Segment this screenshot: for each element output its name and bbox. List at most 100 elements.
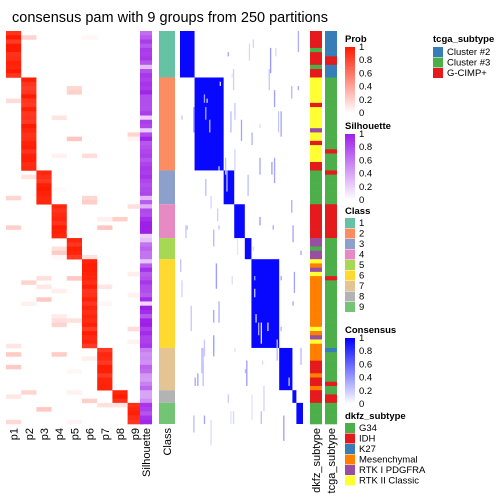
prob-cell (66, 246, 82, 252)
consensus-cell (202, 347, 204, 374)
silhouette-cell (140, 123, 152, 129)
silhouette-cell (140, 90, 152, 95)
tcga-cell (325, 132, 337, 137)
prob-cell (21, 128, 37, 133)
prob-cell (21, 107, 37, 112)
consensus-cell (202, 364, 204, 386)
silhouette-cell (140, 331, 152, 336)
prob-cell (127, 271, 143, 277)
silhouette-cell (140, 271, 152, 277)
silhouette-cell (140, 94, 152, 99)
class-band (159, 77, 175, 171)
tcga-cell (325, 111, 337, 116)
dkfz-cell (310, 250, 322, 256)
tcga-cell (325, 77, 337, 83)
tcga-cell (325, 284, 337, 290)
tcga-cell (325, 52, 337, 57)
dkfz-cell (310, 107, 322, 112)
prob-cell (66, 242, 82, 247)
consensus-cell (181, 115, 183, 120)
prob-cell (21, 81, 37, 87)
legend-class-swatch (345, 239, 355, 249)
dkfz-cell (310, 309, 322, 315)
tcga-cell (325, 322, 337, 328)
legend-consensus-title: Consensus (345, 325, 396, 336)
tcga-cell (325, 360, 337, 366)
prob-cell (36, 276, 52, 281)
silhouette-cell (140, 398, 152, 404)
silhouette-cell (140, 132, 152, 137)
dkfz-cell (310, 90, 322, 95)
prob-cell (21, 280, 37, 285)
silhouette-cell (140, 225, 152, 230)
tcga-cell (325, 309, 337, 315)
silhouette-cell (140, 149, 152, 154)
prob-cell (51, 221, 67, 226)
prob-cell (6, 56, 22, 61)
prob-cell (51, 322, 67, 328)
dkfz-cell (310, 276, 322, 281)
silhouette-cell (140, 174, 152, 180)
consensus-cell (269, 47, 272, 74)
consensus-cell (213, 335, 215, 357)
legend-silhouette-bar-tick: 0.6 (359, 155, 372, 166)
tcga-cell (325, 318, 337, 323)
silhouette-cell (140, 254, 152, 260)
tcga-cell (325, 267, 337, 273)
prob-cell (97, 364, 113, 370)
tcga-cell (325, 276, 337, 281)
prob-cell (21, 35, 37, 40)
silhouette-cell (140, 183, 152, 188)
legend-dkfz-label: G34 (359, 423, 377, 434)
prob-cell (21, 132, 37, 137)
prob-cell (82, 35, 98, 40)
prob-cell (21, 166, 37, 171)
prob-cell (127, 132, 143, 137)
dkfz-cell (310, 322, 322, 328)
tcga-cell (325, 297, 337, 302)
prob-cell (127, 204, 143, 209)
dkfz-cell (310, 60, 322, 66)
consensus-cell (213, 309, 215, 323)
silhouette-cell (140, 47, 152, 53)
consensus-cell (258, 322, 260, 336)
legend-class-swatch (345, 249, 355, 260)
prob-cell (82, 284, 98, 290)
tcga-cell (325, 373, 337, 378)
dkfz-cell (310, 238, 322, 243)
dkfz-cell (310, 123, 322, 129)
legend-class-label: 5 (359, 260, 364, 271)
consensus-cell (224, 157, 227, 175)
prob-cell (51, 318, 67, 323)
prob-cell (82, 335, 98, 340)
dkfz-cell (310, 39, 322, 44)
prob-cell (82, 293, 98, 298)
consensus-cell (234, 347, 236, 353)
prob-cell (82, 267, 98, 273)
legend-prob-bar-tick: 0.4 (359, 82, 372, 93)
tcga-cell (325, 107, 337, 112)
legend-prob-bar-tick: 0.8 (359, 55, 372, 66)
silhouette-cell (140, 402, 152, 408)
prob-cell (6, 195, 22, 201)
legend-dkfz-swatch (345, 465, 355, 475)
prob-cell (21, 102, 37, 108)
silhouette-cell (140, 364, 152, 370)
tcga-cell (325, 301, 337, 306)
class-annotation (159, 31, 175, 424)
legend-dkfz-swatch (345, 454, 355, 465)
consensus-cell (217, 208, 219, 222)
tcga-cell (325, 81, 337, 87)
consensus-cell (251, 394, 253, 420)
consensus-cell (280, 276, 282, 281)
prob-cell (21, 301, 37, 306)
dkfz-cell (310, 271, 322, 277)
consensus-cell (259, 157, 261, 175)
tcga-cell (325, 385, 337, 391)
legend-consensus-bar-tick: 0.2 (359, 386, 372, 397)
silhouette-cell (140, 35, 152, 40)
prob-cell (66, 136, 82, 142)
tcga-cell (325, 369, 337, 374)
dkfz-cell (310, 347, 322, 353)
tcga-cell (325, 305, 337, 311)
